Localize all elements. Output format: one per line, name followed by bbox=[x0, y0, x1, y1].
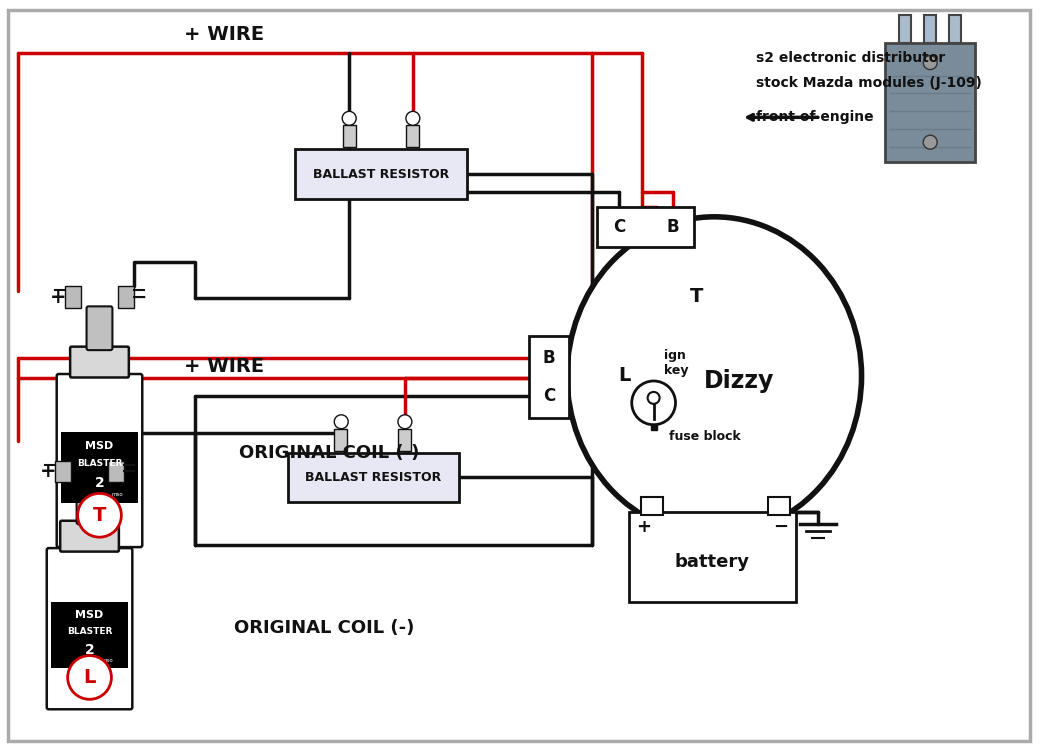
Text: 2: 2 bbox=[95, 476, 104, 490]
FancyBboxPatch shape bbox=[56, 374, 142, 547]
FancyBboxPatch shape bbox=[924, 15, 937, 43]
Text: +: + bbox=[49, 288, 66, 307]
Text: T: T bbox=[93, 505, 106, 525]
Text: C: C bbox=[543, 387, 555, 405]
FancyBboxPatch shape bbox=[8, 10, 1029, 741]
Text: MSD: MSD bbox=[86, 441, 114, 451]
FancyBboxPatch shape bbox=[47, 548, 132, 709]
Text: BALLAST RESISTOR: BALLAST RESISTOR bbox=[313, 167, 450, 180]
Text: C: C bbox=[612, 218, 625, 236]
Text: Dizzy: Dizzy bbox=[704, 369, 774, 393]
FancyBboxPatch shape bbox=[54, 460, 71, 482]
Text: ign
key: ign key bbox=[663, 349, 688, 377]
Text: +: + bbox=[636, 518, 651, 536]
FancyBboxPatch shape bbox=[119, 286, 135, 309]
Text: B: B bbox=[666, 218, 679, 236]
FancyBboxPatch shape bbox=[334, 429, 347, 451]
Text: −: − bbox=[131, 288, 147, 307]
FancyBboxPatch shape bbox=[60, 432, 139, 503]
Text: BLASTER: BLASTER bbox=[67, 627, 113, 636]
Text: MSD: MSD bbox=[75, 610, 103, 620]
FancyBboxPatch shape bbox=[629, 512, 796, 602]
Circle shape bbox=[923, 56, 938, 70]
FancyBboxPatch shape bbox=[87, 306, 113, 350]
Text: −: − bbox=[121, 462, 138, 481]
Text: BALLAST RESISTOR: BALLAST RESISTOR bbox=[305, 471, 441, 484]
Text: s2 electronic distributor: s2 electronic distributor bbox=[756, 50, 945, 65]
Text: ORIGINAL COIL (-): ORIGINAL COIL (-) bbox=[234, 619, 414, 637]
FancyBboxPatch shape bbox=[108, 460, 124, 482]
Text: mso: mso bbox=[101, 658, 114, 662]
FancyBboxPatch shape bbox=[640, 497, 662, 515]
Text: T: T bbox=[689, 287, 703, 306]
Circle shape bbox=[398, 415, 412, 429]
Text: + WIRE: + WIRE bbox=[184, 357, 264, 376]
FancyBboxPatch shape bbox=[76, 481, 102, 524]
FancyBboxPatch shape bbox=[65, 286, 80, 309]
Text: +: + bbox=[40, 462, 56, 481]
Circle shape bbox=[342, 111, 356, 125]
Text: L: L bbox=[618, 366, 631, 385]
Circle shape bbox=[923, 135, 938, 149]
Circle shape bbox=[632, 381, 676, 425]
Text: fuse block: fuse block bbox=[669, 430, 741, 443]
FancyBboxPatch shape bbox=[343, 125, 356, 147]
Text: front of engine: front of engine bbox=[756, 110, 874, 125]
Circle shape bbox=[406, 111, 420, 125]
Text: mso: mso bbox=[112, 492, 123, 497]
Circle shape bbox=[648, 392, 659, 404]
FancyBboxPatch shape bbox=[407, 125, 419, 147]
FancyBboxPatch shape bbox=[768, 497, 790, 515]
FancyBboxPatch shape bbox=[529, 336, 569, 418]
Circle shape bbox=[334, 415, 348, 429]
Circle shape bbox=[77, 493, 121, 537]
Text: 2: 2 bbox=[84, 643, 95, 656]
Circle shape bbox=[68, 656, 112, 699]
Text: BLASTER: BLASTER bbox=[77, 460, 122, 469]
Text: stock Mazda modules (J-109): stock Mazda modules (J-109) bbox=[756, 76, 981, 89]
FancyBboxPatch shape bbox=[597, 207, 695, 246]
FancyBboxPatch shape bbox=[70, 347, 129, 378]
Text: L: L bbox=[83, 668, 96, 687]
FancyBboxPatch shape bbox=[886, 43, 975, 162]
Text: + WIRE: + WIRE bbox=[184, 26, 264, 44]
FancyBboxPatch shape bbox=[60, 520, 119, 551]
Text: B: B bbox=[542, 349, 556, 367]
FancyBboxPatch shape bbox=[949, 15, 961, 43]
FancyBboxPatch shape bbox=[51, 602, 128, 668]
FancyBboxPatch shape bbox=[295, 149, 466, 199]
Text: −: − bbox=[774, 518, 789, 536]
FancyBboxPatch shape bbox=[288, 453, 459, 502]
Text: ORIGINAL COIL (-): ORIGINAL COIL (-) bbox=[239, 444, 419, 462]
FancyBboxPatch shape bbox=[398, 429, 411, 451]
Text: battery: battery bbox=[675, 553, 750, 571]
Ellipse shape bbox=[567, 217, 862, 535]
FancyBboxPatch shape bbox=[899, 15, 912, 43]
